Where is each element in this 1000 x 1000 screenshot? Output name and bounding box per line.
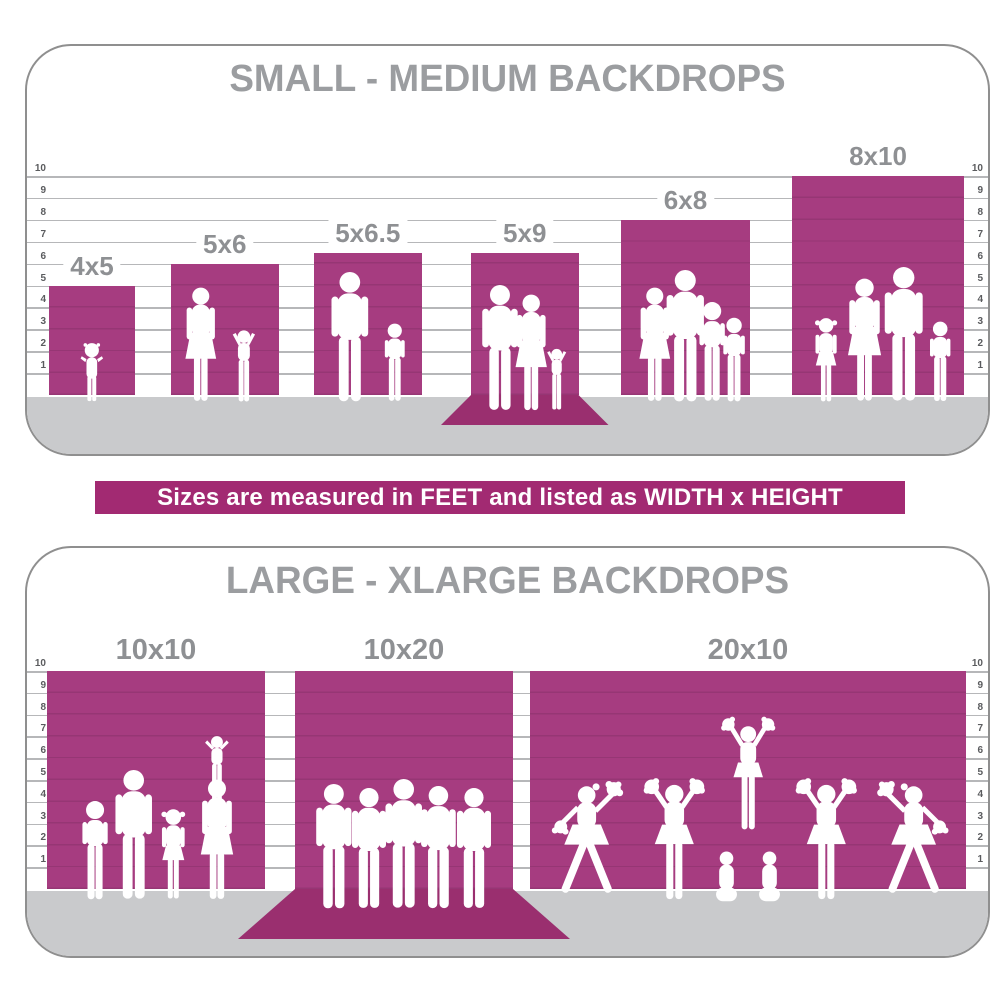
axis-tick-3ft: 3	[977, 316, 983, 328]
axis-tick-6ft: 6	[977, 745, 983, 757]
axis-tick-1ft: 1	[977, 854, 983, 866]
silhouette-boy	[717, 316, 751, 401]
axis-tick-2ft: 2	[977, 338, 983, 350]
axis-tick-5ft: 5	[977, 272, 983, 284]
axis-tick-8ft: 8	[40, 206, 46, 218]
axis-tick-9ft: 9	[40, 679, 46, 691]
bar-label-4x5: 4x5	[63, 252, 121, 280]
size-chart-small-medium: 1 1 2 2 3 3 4 4 5 5 6 6 7 7 8 8 9 9 10 10 4x5 5x6 5x6.5 5x9 6x8 8…	[27, 46, 988, 454]
size-chart-large-xlarge: 1 1 2 2 3 3 4 4 5 5 6 6 7 7 8 8 9 9 10 10 10x10 10x20 20x10	[27, 548, 988, 956]
axis-tick-4ft: 4	[977, 294, 983, 306]
panel-small-medium-backdrops: SMALL - MEDIUM BACKDROPS 1 1 2 2 3 3 4 4 5 5 6 6 7 7 8…	[25, 44, 990, 456]
backdrop-bar-20x10	[530, 671, 966, 889]
axis-tick-2ft: 2	[40, 338, 46, 350]
axis-tick-5ft: 5	[40, 272, 46, 284]
axis-tick-8ft: 8	[977, 701, 983, 713]
silhouette-child-v	[203, 733, 231, 803]
axis-tick-10ft: 10	[34, 658, 46, 669]
silhouette-man	[450, 788, 498, 908]
axis-tick-3ft: 3	[40, 316, 46, 328]
axis-tick-10ft: 10	[971, 658, 983, 669]
axis-tick-4ft: 4	[977, 788, 983, 800]
silhouette-woman	[178, 287, 224, 401]
silhouette-sitter	[715, 851, 738, 903]
bar-label-20x10: 20x10	[700, 635, 796, 665]
axis-tick-7ft: 7	[40, 228, 46, 240]
axis-tick-7ft: 7	[977, 723, 983, 735]
silhouette-girl	[155, 807, 192, 899]
axis-tick-3ft: 3	[40, 810, 46, 822]
axis-tick-2ft: 2	[977, 832, 983, 844]
bar-label-5x6.5: 5x6.5	[328, 219, 408, 247]
axis-tick-1ft: 1	[40, 854, 46, 866]
silhouette-girl	[809, 316, 843, 401]
gridline-9ft	[27, 197, 988, 200]
silhouette-sitter	[758, 851, 781, 903]
measurement-note-banner: Sizes are measured in FEET and listed as…	[95, 481, 905, 514]
bar-label-5x6: 5x6	[196, 230, 254, 258]
axis-tick-7ft: 7	[40, 723, 46, 735]
panel-title-small-medium: SMALL - MEDIUM BACKDROPS	[229, 58, 786, 100]
silhouette-cheer-straddle	[549, 781, 624, 899]
axis-tick-6ft: 6	[977, 250, 983, 262]
axis-tick-4ft: 4	[40, 788, 46, 800]
axis-tick-9ft: 9	[977, 184, 983, 196]
axis-tick-3ft: 3	[977, 810, 983, 822]
floor-sweep-10x20	[238, 889, 570, 939]
silhouette-man	[877, 267, 930, 401]
bar-label-10x10: 10x10	[108, 635, 204, 665]
axis-tick-9ft: 9	[40, 184, 46, 196]
axis-tick-5ft: 5	[977, 767, 983, 778]
axis-tick-6ft: 6	[40, 250, 46, 262]
axis-tick-8ft: 8	[977, 206, 983, 218]
panel-title-large-xlarge: LARGE - XLARGE BACKDROPS	[225, 560, 790, 602]
silhouette-toddler	[80, 342, 104, 401]
silhouette-child-up	[544, 346, 569, 410]
silhouette-cheer-up	[795, 777, 858, 899]
axis-tick-7ft: 7	[977, 228, 983, 240]
bar-label-8x10: 8x10	[842, 142, 914, 171]
axis-tick-1ft: 1	[977, 360, 983, 372]
bar-label-5x9: 5x9	[496, 219, 554, 247]
silhouette-cheer-straddle	[876, 781, 951, 899]
silhouette-man	[324, 271, 376, 401]
measurement-note-text: Sizes are measured in FEET and listed as…	[157, 483, 843, 511]
axis-tick-10ft: 10	[971, 163, 983, 174]
axis-tick-10ft: 10	[34, 163, 46, 174]
silhouette-flyer	[720, 716, 776, 829]
silhouette-boy	[379, 322, 411, 401]
axis-tick-6ft: 6	[40, 745, 46, 757]
silhouette-cheer-up	[643, 777, 705, 899]
bar-label-10x20: 10x20	[356, 635, 452, 665]
axis-tick-9ft: 9	[977, 679, 983, 691]
panel-large-xlarge-backdrops: LARGE - XLARGE BACKDROPS 1 1 2 2 3 3 4 4 5 5 6 6 7 7 8…	[25, 546, 990, 958]
silhouette-man	[108, 770, 159, 899]
axis-tick-2ft: 2	[40, 832, 46, 844]
axis-tick-1ft: 1	[40, 360, 46, 372]
axis-tick-8ft: 8	[40, 701, 46, 713]
gridline-10ft	[27, 176, 988, 178]
silhouette-boy	[924, 320, 956, 401]
bar-label-6x8: 6x8	[656, 186, 715, 215]
silhouette-child-up	[229, 327, 259, 401]
axis-tick-4ft: 4	[40, 294, 46, 306]
axis-tick-5ft: 5	[40, 767, 46, 778]
